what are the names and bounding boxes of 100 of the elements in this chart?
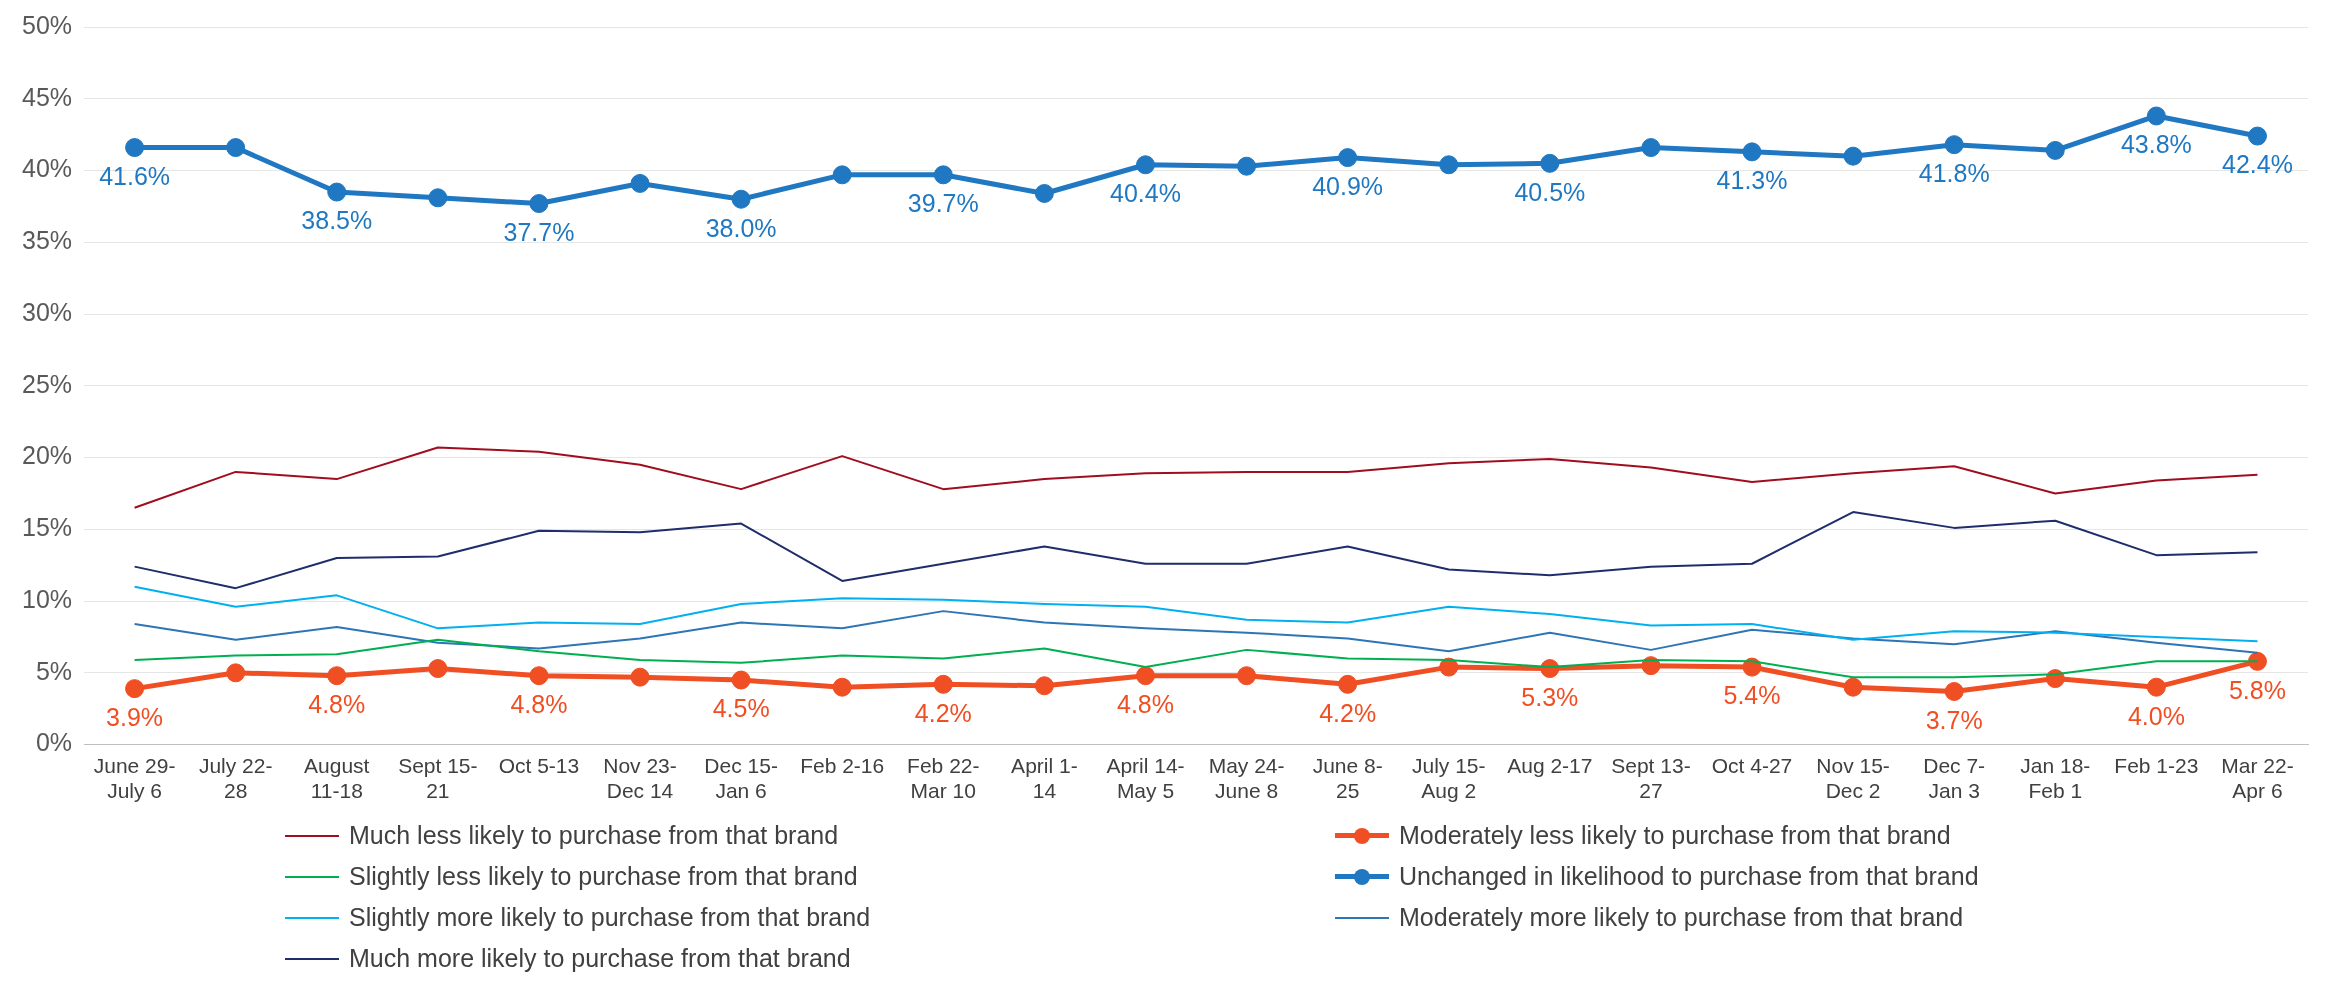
data-label: 3.7%	[1925, 705, 1983, 734]
y-tick-label: 35%	[21, 226, 73, 255]
data-label: 4.0%	[2127, 701, 2185, 730]
x-tick-label: Sept 13- 27	[1611, 754, 1691, 803]
x-tick-label: Nov 23- Dec 14	[603, 754, 677, 803]
point	[327, 182, 347, 202]
data-label: 40.4%	[1110, 179, 1181, 208]
data-label: 41.8%	[1918, 159, 1990, 188]
point	[428, 659, 448, 679]
data-label: 43.8%	[2120, 130, 2192, 159]
x-tick-label: April 14- May 5	[1106, 754, 1185, 803]
y-tick-label: 25%	[21, 369, 73, 398]
point	[1439, 155, 1459, 175]
point	[529, 666, 549, 686]
point	[1135, 666, 1155, 686]
data-label: 4.8%	[510, 690, 568, 719]
point	[832, 677, 852, 697]
data-label: 41.6%	[99, 161, 171, 190]
point	[1338, 674, 1358, 694]
data-label: 39.7%	[907, 189, 979, 218]
x-tick-label: Oct 4-27	[1711, 754, 1793, 777]
point	[1338, 148, 1358, 168]
x-tick-label: Dec 7- Jan 3	[1923, 754, 1986, 803]
y-tick-label: 0%	[35, 728, 73, 757]
data-label: 38.5%	[301, 206, 373, 235]
point	[933, 165, 953, 185]
data-label: 40.5%	[1514, 177, 1586, 206]
data-label: 4.8%	[1116, 690, 1174, 719]
y-tick-label: 45%	[21, 82, 73, 111]
data-label: 41.3%	[1716, 166, 1788, 195]
point	[529, 194, 549, 214]
point	[226, 663, 246, 683]
point	[125, 138, 145, 158]
data-label: 3.9%	[106, 703, 164, 732]
point	[630, 173, 650, 193]
data-label: 4.2%	[914, 698, 972, 727]
point	[1742, 142, 1762, 162]
point	[125, 679, 145, 699]
x-tick-label: August 11-18	[304, 754, 370, 803]
point	[2045, 140, 2065, 160]
x-tick-label: Jan 18- Feb 1	[2020, 754, 2091, 803]
point	[1237, 156, 1257, 176]
legend-label: Unchanged in likelihood to purchase from that brand	[1399, 862, 1979, 891]
x-tick-label: July 22- 28	[198, 754, 273, 803]
data-label: 5.4%	[1723, 681, 1781, 710]
x-tick-label: July 15- Aug 2	[1411, 754, 1486, 803]
y-tick-label: 15%	[21, 513, 73, 542]
data-label: 4.5%	[712, 694, 770, 723]
y-tick-label: 5%	[35, 656, 73, 685]
point	[2247, 651, 2267, 671]
data-label: 5.8%	[2228, 675, 2286, 704]
point	[933, 674, 953, 694]
point	[2146, 106, 2166, 126]
y-tick-label: 10%	[21, 584, 73, 613]
x-tick-label: April 1- 14	[1011, 754, 1078, 803]
legend-label: Much more likely to purchase from that brand	[349, 944, 851, 973]
point	[327, 666, 347, 686]
point	[428, 188, 448, 208]
x-tick-label: Aug 2-17	[1507, 754, 1593, 777]
point	[630, 667, 650, 687]
data-label: 40.9%	[1312, 171, 1384, 200]
point	[731, 670, 751, 690]
point	[1237, 666, 1257, 686]
y-tick-label: 20%	[21, 441, 73, 470]
legend-label: Slightly more likely to purchase from that brand	[349, 903, 871, 932]
point	[1843, 146, 1863, 166]
x-tick-label: Feb 22- Mar 10	[907, 754, 980, 803]
point	[2146, 677, 2166, 697]
x-tick-label: Mar 22- Apr 6	[2221, 754, 2294, 803]
data-label: 4.8%	[308, 690, 366, 719]
legend-label: Moderately more likely to purchase from that brand	[1399, 903, 1964, 932]
legend-label: Slightly less likely to purchase from that brand	[349, 862, 858, 891]
point	[1843, 677, 1863, 697]
point	[2247, 126, 2267, 146]
x-tick-label: May 24- June 8	[1208, 754, 1285, 803]
y-tick-label: 30%	[21, 297, 73, 326]
x-tick-label: Sept 15- 21	[398, 754, 478, 803]
data-label: 4.2%	[1319, 698, 1377, 727]
x-tick-label: Dec 15- Jan 6	[704, 754, 778, 803]
point	[1034, 676, 1054, 696]
legend-label: Much less likely to purchase from that brand	[349, 821, 839, 850]
x-tick-label: Feb 1-23	[2114, 754, 2199, 777]
point	[1540, 153, 1560, 173]
point	[1944, 135, 1964, 155]
point	[1135, 155, 1155, 175]
x-tick-label: June 8- 25	[1312, 754, 1383, 803]
data-label: 37.7%	[503, 217, 575, 246]
data-label: 42.4%	[2222, 150, 2293, 179]
point	[226, 138, 246, 158]
data-label: 38.0%	[705, 213, 777, 242]
y-tick-label: 50%	[21, 10, 73, 39]
x-tick-label: Feb 2-16	[800, 754, 885, 777]
data-label: 5.3%	[1521, 682, 1579, 711]
x-tick-label: Nov 15- Dec 2	[1816, 754, 1890, 803]
point	[1944, 682, 1964, 701]
x-tick-label: Oct 5-13	[498, 754, 580, 777]
y-tick-label: 40%	[21, 154, 73, 183]
point	[731, 189, 751, 209]
point	[1034, 183, 1054, 203]
x-tick-label: June 29- July 6	[93, 754, 176, 803]
